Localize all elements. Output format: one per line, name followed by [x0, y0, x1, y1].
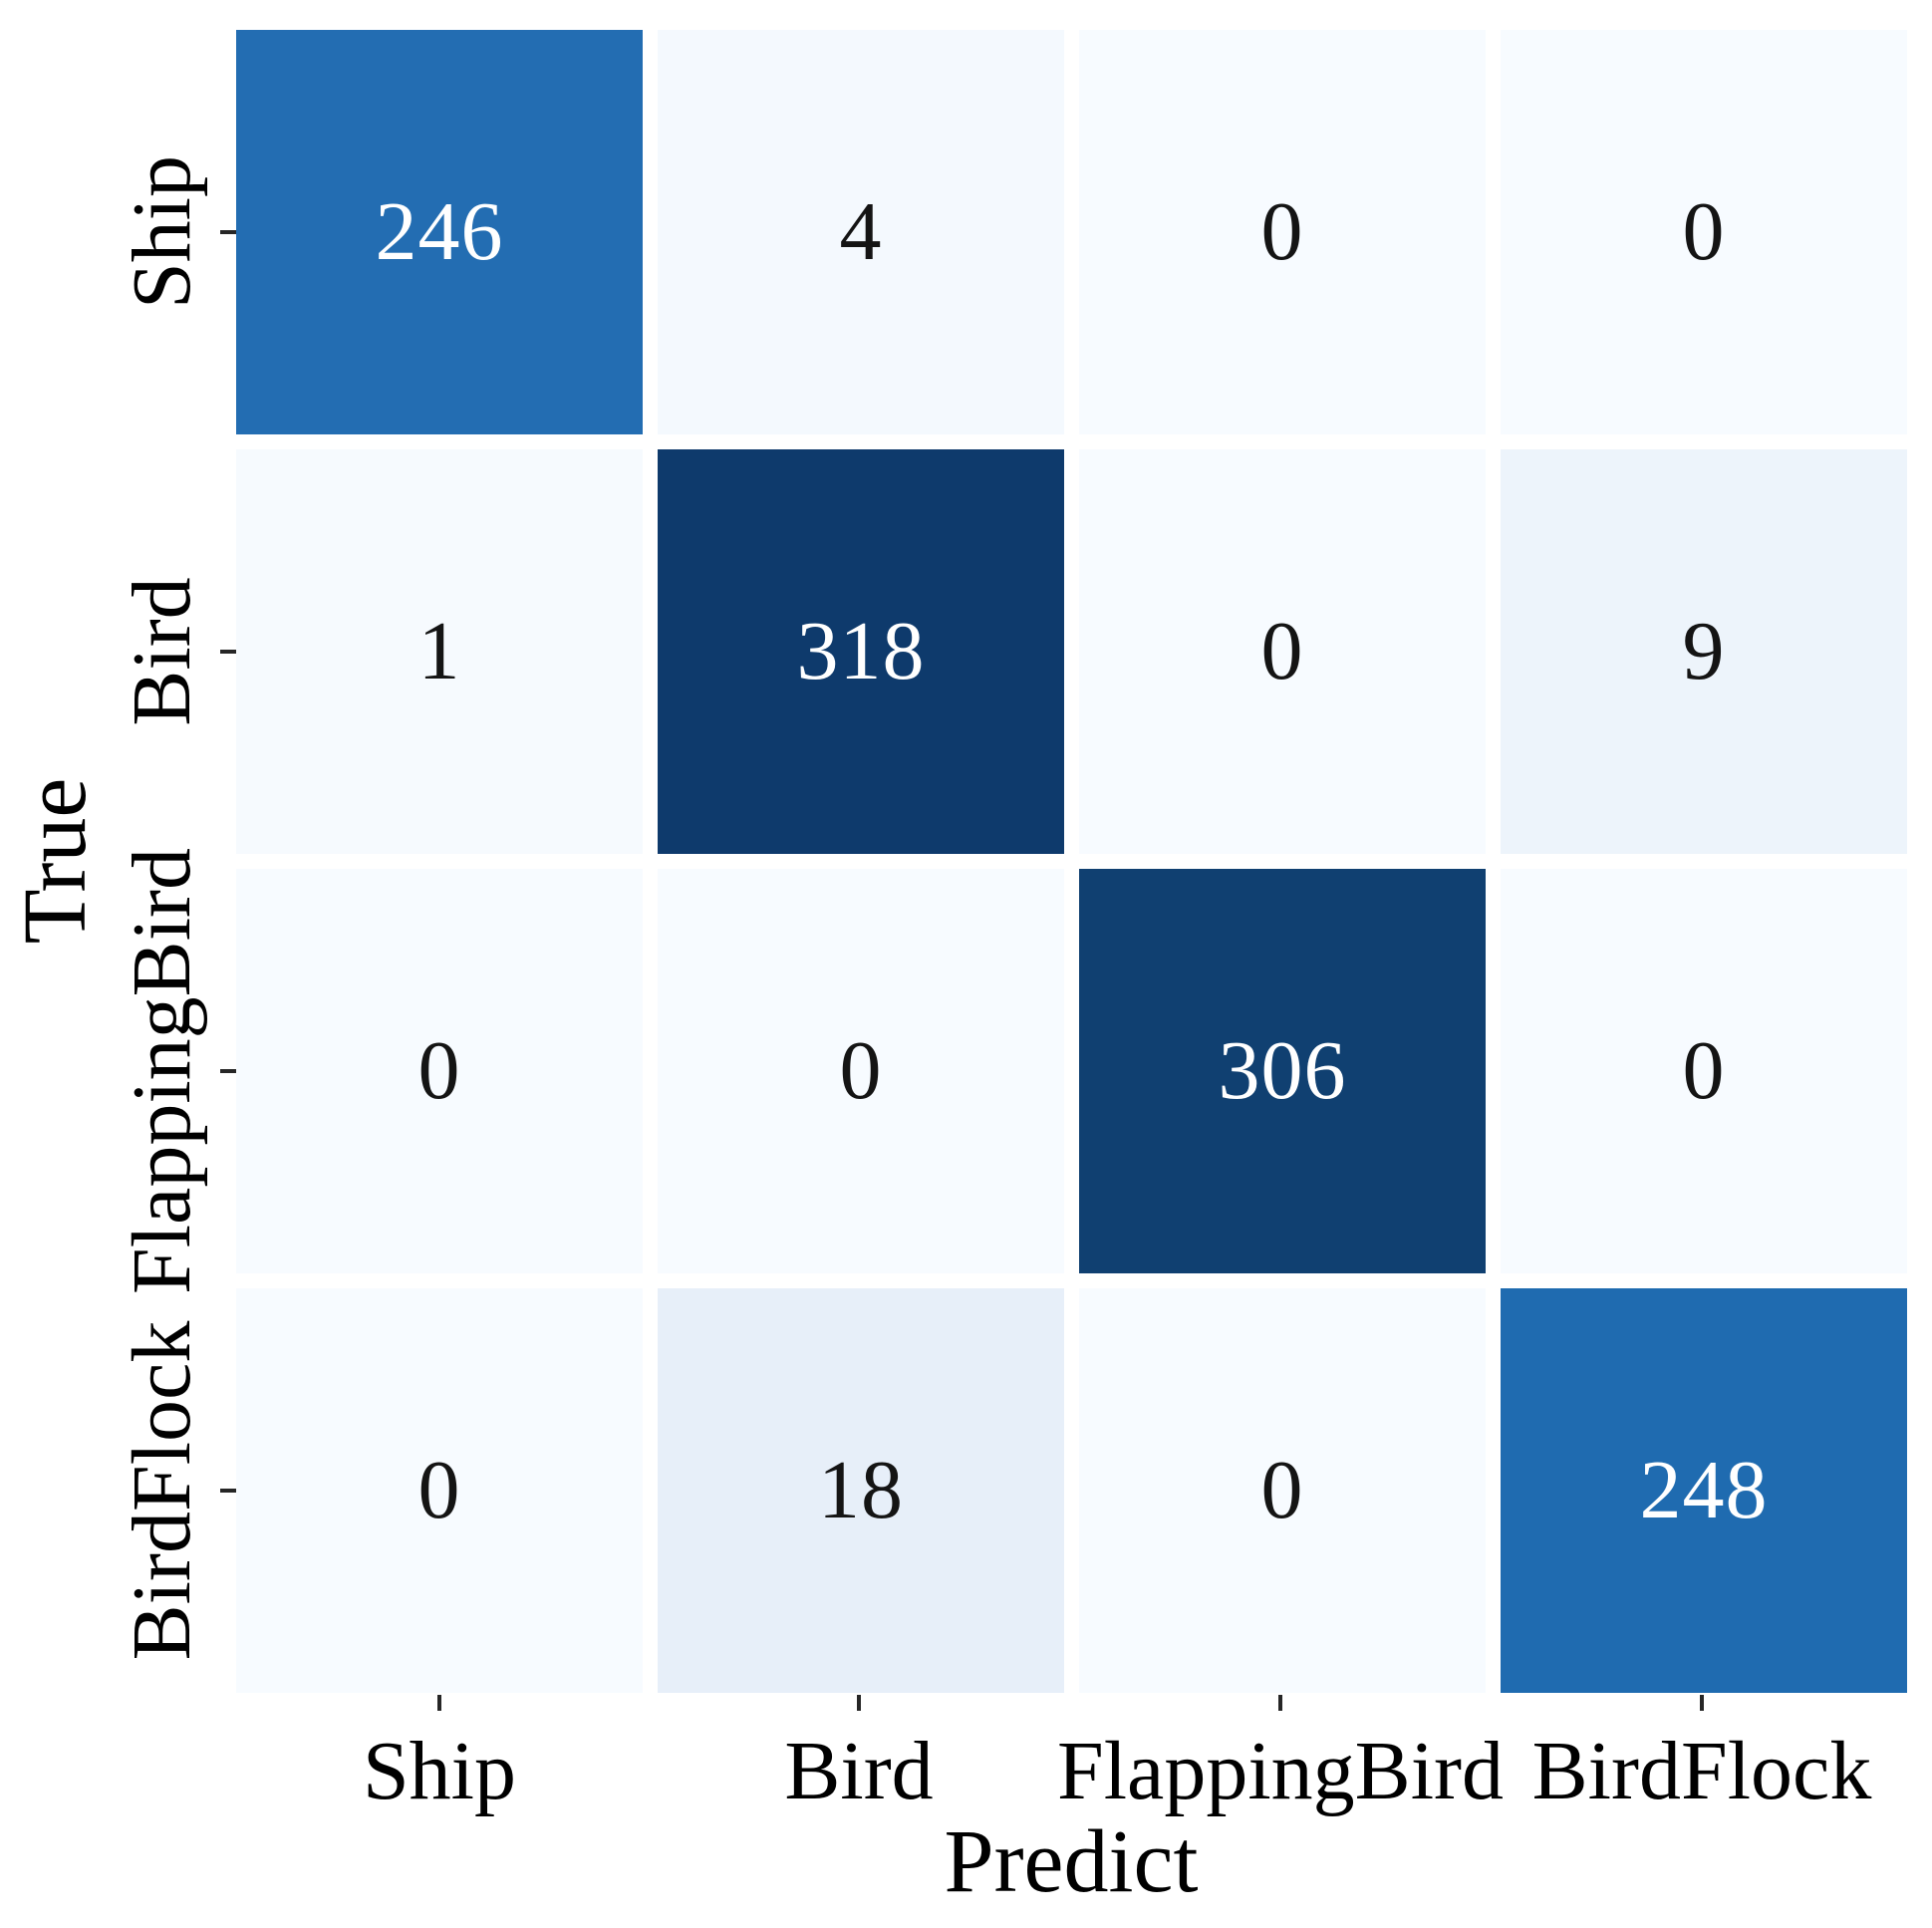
heatmap-cell-Bird-Ship: 1 — [236, 449, 643, 854]
heatmap-cell-Bird-FlappingBird: 0 — [1079, 449, 1486, 854]
y-tick-FlappingBird — [220, 1069, 236, 1073]
heatmap-cell-Ship-Bird: 4 — [658, 30, 1064, 434]
heatmap-cell-Ship-FlappingBird: 0 — [1079, 30, 1486, 434]
heatmap-cell-FlappingBird-Ship: 0 — [236, 869, 643, 1273]
cell-value: 4 — [839, 185, 883, 278]
cell-value: 0 — [839, 1024, 883, 1117]
y-axis-title: True — [6, 777, 105, 945]
x-tick-label-Ship: Ship — [362, 1725, 517, 1817]
heatmap-cell-Bird-BirdFlock: 9 — [1501, 449, 1907, 854]
x-tick-Bird — [857, 1695, 861, 1711]
cell-value: 0 — [1260, 1444, 1304, 1536]
cell-value: 18 — [818, 1444, 904, 1536]
x-tick-BirdFlock — [1700, 1695, 1704, 1711]
y-tick-label-Bird: Bird — [116, 577, 208, 726]
y-tick-label-BirdFlock: BirdFlock — [116, 1320, 208, 1661]
cell-value: 0 — [1260, 605, 1304, 697]
cell-value: 0 — [417, 1444, 461, 1536]
cell-value: 246 — [375, 185, 504, 278]
y-tick-Bird — [220, 650, 236, 654]
x-tick-FlappingBird — [1278, 1695, 1282, 1711]
y-tick-Ship — [220, 230, 236, 234]
heatmap-cell-BirdFlock-BirdFlock: 248 — [1501, 1288, 1907, 1693]
y-tick-label-Ship: Ship — [116, 154, 208, 310]
heatmap-cell-BirdFlock-FlappingBird: 0 — [1079, 1288, 1486, 1693]
cell-value: 9 — [1682, 605, 1726, 697]
heatmap-cell-Ship-Ship: 246 — [236, 30, 643, 434]
cell-value: 306 — [1218, 1024, 1347, 1117]
heatmap-cell-FlappingBird-Bird: 0 — [658, 869, 1064, 1273]
heatmap-cell-Bird-Bird: 318 — [658, 449, 1064, 854]
x-tick-label-Bird: Bird — [784, 1725, 934, 1817]
heatmap-grid: 246 4 0 0 1 318 0 9 0 0 306 0 0 18 0 248 — [236, 30, 1907, 1693]
heatmap-cell-BirdFlock-Ship: 0 — [236, 1288, 643, 1693]
x-tick-Ship — [437, 1695, 441, 1711]
cell-value: 318 — [796, 605, 926, 697]
y-tick-BirdFlock — [220, 1489, 236, 1493]
x-axis-title: Predict — [944, 1812, 1199, 1911]
cell-value: 0 — [1682, 1024, 1726, 1117]
cell-value: 248 — [1639, 1444, 1769, 1536]
heatmap-cell-FlappingBird-BirdFlock: 0 — [1501, 869, 1907, 1273]
y-tick-label-FlappingBird: FlappingBird — [116, 847, 208, 1295]
cell-value: 0 — [1682, 185, 1726, 278]
heatmap-cell-Ship-BirdFlock: 0 — [1501, 30, 1907, 434]
cell-value: 0 — [1260, 185, 1304, 278]
cell-value: 1 — [417, 605, 461, 697]
heatmap-cell-BirdFlock-Bird: 18 — [658, 1288, 1064, 1693]
heatmap-cell-FlappingBird-FlappingBird: 306 — [1079, 869, 1486, 1273]
x-tick-label-FlappingBird: FlappingBird — [1056, 1725, 1505, 1817]
x-tick-label-BirdFlock: BirdFlock — [1531, 1725, 1872, 1817]
cell-value: 0 — [417, 1024, 461, 1117]
